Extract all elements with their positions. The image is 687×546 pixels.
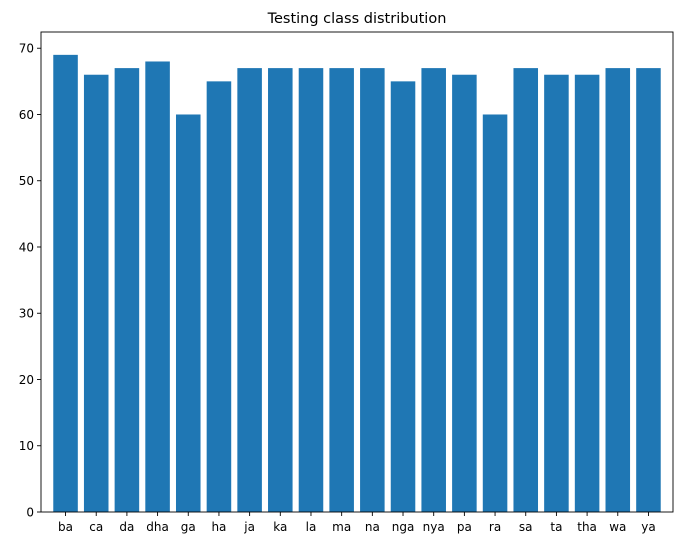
chart-title: Testing class distribution (267, 11, 447, 27)
bar-ya (636, 68, 661, 512)
y-tick-label: 70 (19, 42, 34, 56)
bar-ma (329, 68, 354, 512)
bar-ta (544, 74, 569, 513)
bar-ja (237, 68, 262, 512)
bar-ra (482, 114, 508, 513)
bar-la (298, 68, 324, 512)
bar-ba (53, 54, 78, 512)
x-tick-label: la (306, 520, 317, 534)
bar-ca (83, 74, 109, 513)
x-tick-label: sa (519, 520, 533, 534)
x-tick-label: da (119, 520, 134, 534)
x-tick-label: ba (58, 520, 73, 534)
x-tick-label: wa (609, 520, 626, 534)
x-tick-label: ta (550, 520, 562, 534)
y-tick-label: 30 (19, 307, 34, 321)
x-tick-label: nga (392, 520, 415, 534)
x-tick-label: pa (457, 520, 472, 534)
plot-frame (40, 31, 674, 513)
bar-pa (452, 74, 477, 513)
x-tick-label: ca (89, 520, 103, 534)
bar-sa (513, 68, 539, 512)
x-axis-ticks: ba ca da dha ga ha ja ka la ma na nga nya pa ra sa ta tha… (58, 512, 656, 534)
y-tick-label: 40 (19, 240, 34, 254)
x-tick-label: ha (211, 520, 226, 534)
x-tick-label: tha (577, 520, 597, 534)
y-tick-label: 20 (19, 373, 34, 387)
y-axis-ticks: 0 10 20 30 40 50 60 70 (19, 42, 41, 520)
x-tick-label: dha (146, 520, 169, 534)
x-tick-label: na (365, 520, 380, 534)
y-tick-label: 0 (26, 506, 34, 520)
bar-dha (145, 61, 170, 513)
x-tick-label: nya (423, 520, 445, 534)
y-tick-label: 60 (19, 108, 34, 122)
bar-ga (175, 114, 201, 513)
bars-layer (53, 54, 661, 513)
x-tick-label: ja (243, 520, 255, 534)
x-tick-label: ma (332, 520, 351, 534)
x-tick-label: ra (489, 520, 501, 534)
bar-nga (390, 81, 416, 512)
bar-ka (268, 68, 293, 512)
bar-na (360, 68, 385, 512)
x-tick-label: ya (641, 520, 655, 534)
bar-wa (605, 68, 631, 512)
x-tick-label: ga (181, 520, 196, 534)
bar-nya (421, 68, 446, 512)
y-tick-label: 50 (19, 174, 34, 188)
bar-da (114, 68, 140, 512)
bar-ha (206, 81, 232, 512)
y-tick-label: 10 (19, 439, 34, 453)
x-tick-label: ka (273, 520, 287, 534)
bar-tha (574, 74, 600, 513)
